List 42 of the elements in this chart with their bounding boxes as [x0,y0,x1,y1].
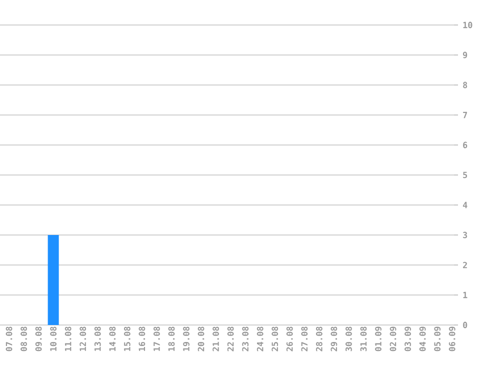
x-tick-label: 01.09 [375,326,382,352]
x-tick-label: 02.09 [390,326,396,352]
x-tick-label: 24.08 [256,326,264,352]
x-tick-label: 18.08 [168,326,175,351]
x-tick-label: 19.08 [183,326,190,351]
x-tick-label: 03.09 [404,326,412,352]
y-tick-label: 6 [463,142,468,148]
x-tick-label: 09.08 [35,326,42,352]
x-tick-label: 06.09 [448,326,456,352]
x-tick-label: 27.08 [301,326,308,352]
x-tick-label: 28.08 [316,326,322,352]
x-tick-label: 07.08 [6,326,12,352]
x-tick-label: 26.08 [286,326,293,352]
x-tick-label: 04.09 [419,326,426,352]
y-tick-label: 2 [463,262,467,268]
x-tick-label: 15.08 [124,326,130,351]
x-tick-label: 23.08 [242,326,249,352]
y-tick-label: 5 [463,172,468,178]
x-tick-label: 17.08 [154,326,160,351]
x-tick-label: 14.08 [109,326,116,351]
y-tick-label: 7 [463,112,467,118]
x-tick-label: 21.08 [212,326,219,352]
x-tick-label: 20.08 [198,326,204,352]
x-tick-label: 12.08 [80,326,86,351]
x-tick-label: 31.08 [360,326,367,352]
x-tick-label: 05.09 [434,326,441,352]
x-tick-label: 16.08 [138,326,146,351]
x-tick-label: 08.08 [20,326,27,352]
x-tick-label: 30.08 [346,326,352,352]
y-tick-label: 4 [462,202,468,208]
x-tick-label: 25.08 [272,326,278,352]
x-tick-label: 22.08 [227,326,234,352]
y-tick-label: 8 [463,82,468,88]
x-tick-label: 10.08 [50,326,57,351]
x-tick-label: 29.08 [330,326,338,352]
y-tick-label: 0 [463,322,468,328]
x-tick-label: 13.08 [94,326,101,351]
x-tick-label: 11.08 [64,326,72,351]
y-tick-label: 9 [462,52,468,58]
y-tick-label: 3 [463,232,468,238]
y-tick-label: 10 [463,22,472,28]
y-tick-label: 1 [463,292,468,298]
